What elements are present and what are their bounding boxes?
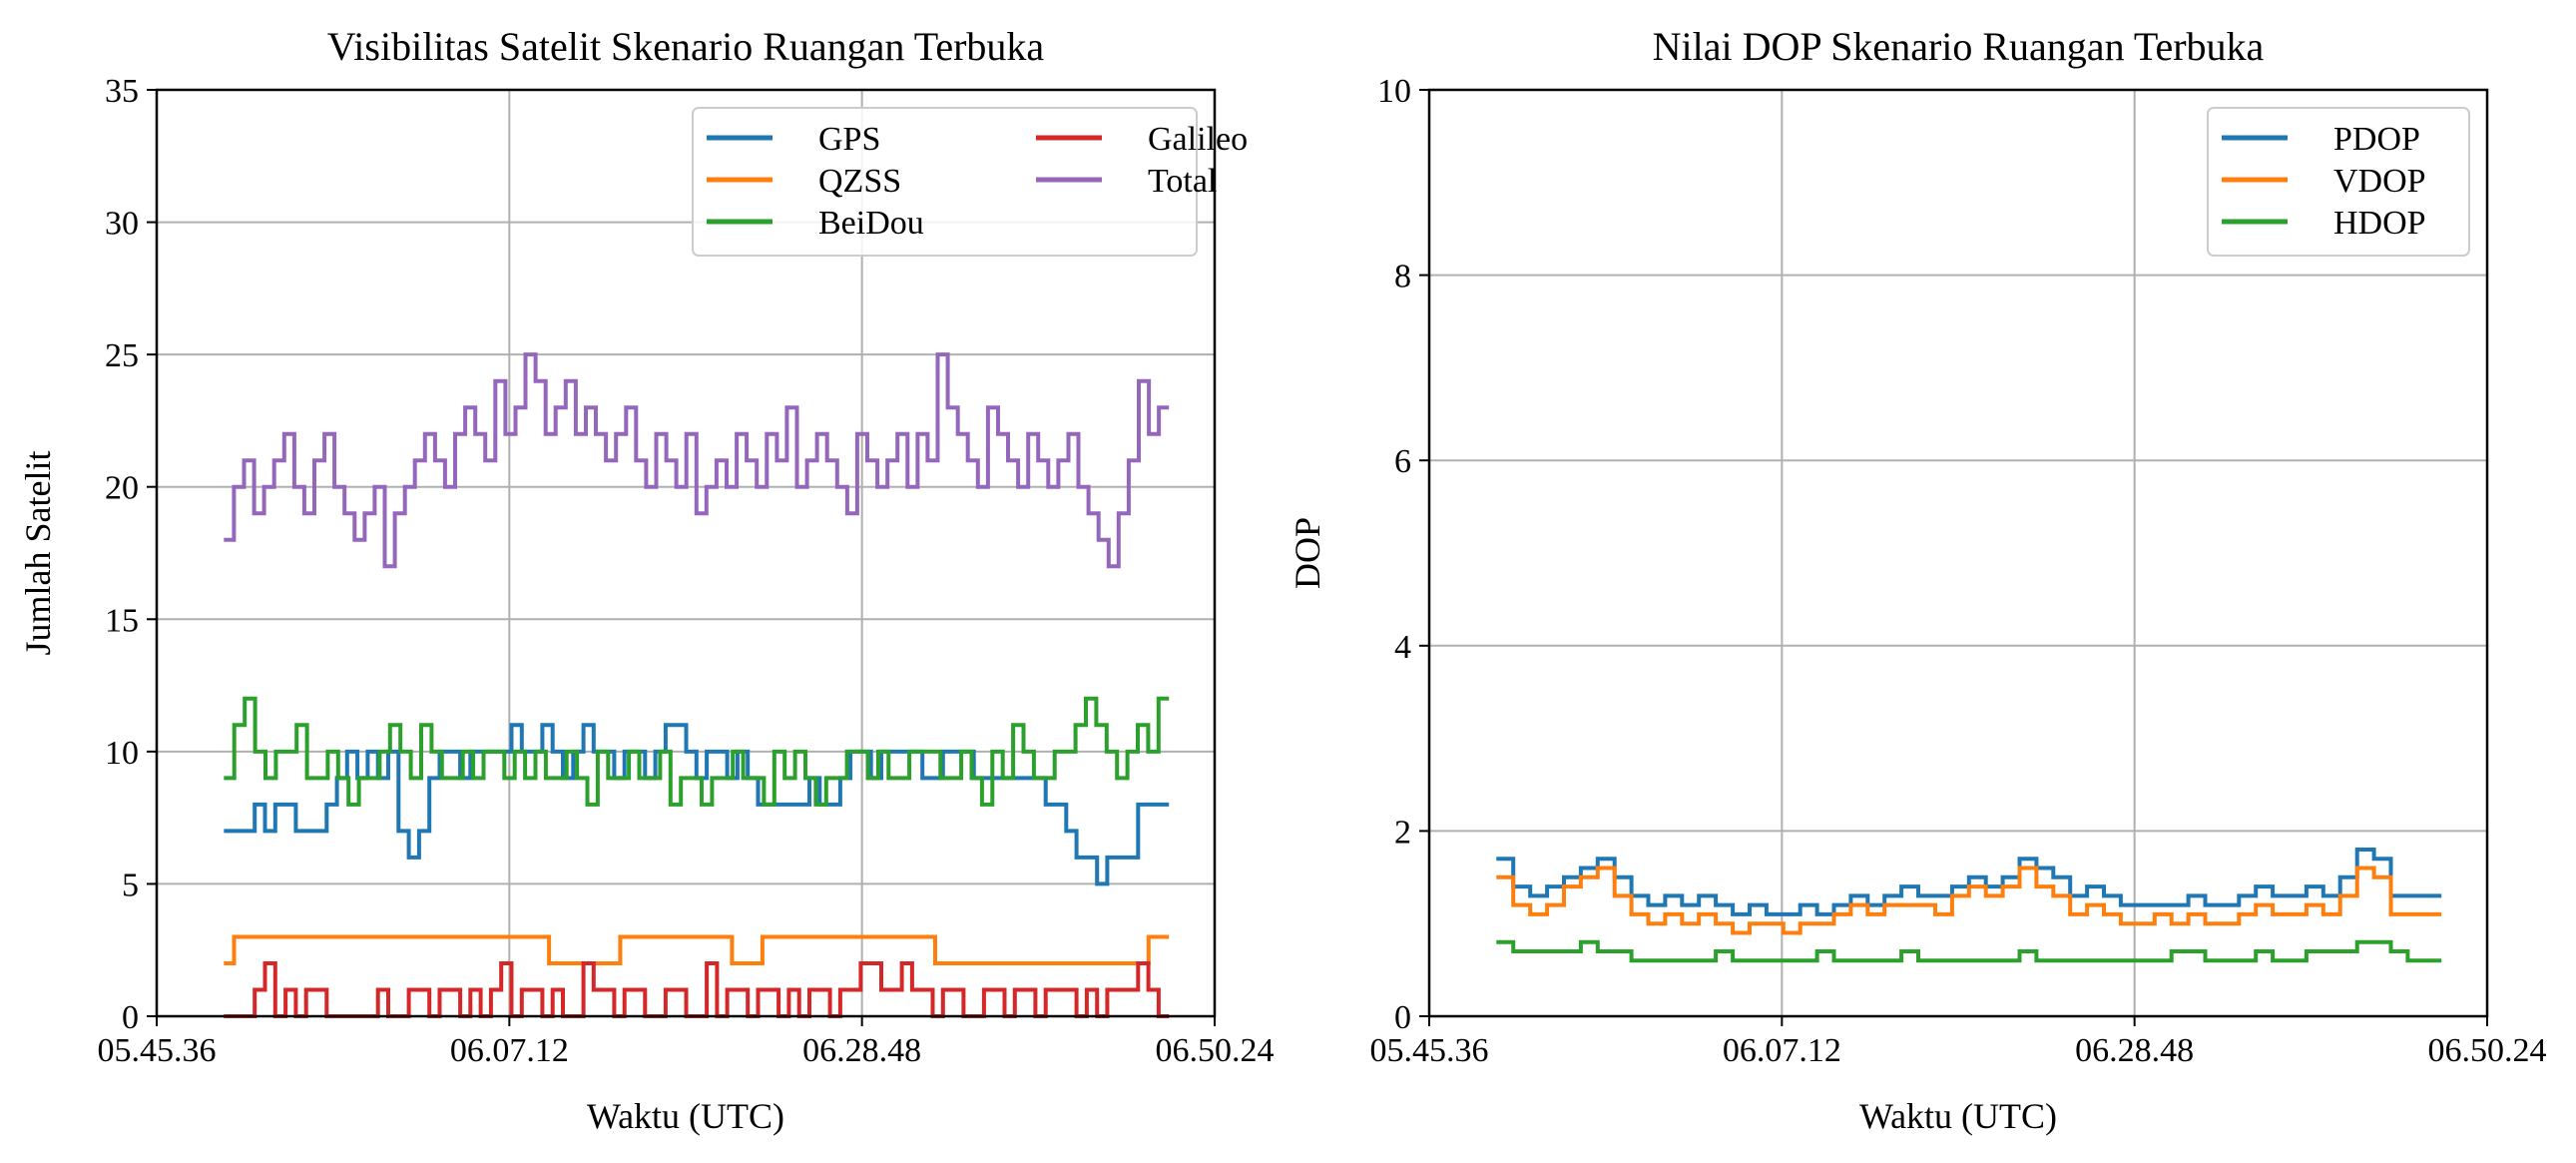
series-line-gps (224, 723, 1170, 886)
y-tick-label: 25 (105, 337, 139, 374)
series-line-vdop (1496, 866, 2442, 935)
x-tick-label: 05.45.36 (1370, 1032, 1489, 1069)
y-tick-label: 0 (1394, 999, 1411, 1036)
series-line-beidou (224, 696, 1170, 807)
legend: PDOP VDOP HDOP (2207, 107, 2470, 257)
series-line-qzss (224, 934, 1170, 965)
ticks: 05.45.36 06.07.12 06.28.48 06.50.24 0 5 10 15 20… (98, 73, 1275, 1069)
series-line-pdop (1496, 848, 2442, 916)
x-axis-label: Waktu (UTC) (1859, 1096, 2057, 1136)
x-tick-label: 06.50.24 (1156, 1032, 1275, 1069)
legend: GPS QZSS BeiDou Galileo Total (692, 107, 1248, 257)
legend-label-total: Total (1148, 163, 1217, 200)
legend-label-qzss: QZSS (818, 163, 901, 200)
y-axis-label: Jumlah Satelit (18, 451, 58, 656)
y-tick-label: 4 (1394, 629, 1411, 666)
ticks: 05.45.36 06.07.12 06.28.48 06.50.24 0 2 4 6 8 10 (1370, 73, 2547, 1069)
legend-box (2207, 107, 2470, 257)
x-tick-label: 06.28.48 (2075, 1032, 2194, 1069)
y-tick-label: 15 (105, 602, 139, 639)
y-tick-label: 0 (122, 999, 139, 1036)
x-tick-label: 05.45.36 (98, 1032, 217, 1069)
plot-frame (155, 88, 1217, 1018)
satellite-visibility-chart: 05.45.36 06.07.12 06.28.48 06.50.24 0 5 10 15 20… (18, 24, 1275, 1136)
chart-title: Nilai DOP Skenario Ruangan Terbuka (1653, 24, 2265, 69)
y-axis-label: DOP (1288, 517, 1327, 589)
dop-chart: 05.45.36 06.07.12 06.28.48 06.50.24 0 2 4 6 8 10 N… (1288, 24, 2547, 1136)
series-group (224, 352, 1170, 1018)
legend-label-gps: GPS (818, 121, 880, 158)
y-tick-label: 2 (1394, 814, 1411, 851)
legend-label-beidou: BeiDou (818, 205, 924, 242)
legend-label-vdop: VDOP (2333, 163, 2426, 200)
y-tick-label: 30 (105, 206, 139, 243)
y-tick-label: 10 (105, 735, 139, 772)
y-tick-label: 6 (1394, 443, 1411, 480)
x-tick-label: 06.07.12 (450, 1032, 569, 1069)
x-tick-label: 06.07.12 (1723, 1032, 1841, 1069)
x-tick-label: 06.28.48 (802, 1032, 921, 1069)
legend-label-galileo: Galileo (1148, 121, 1248, 158)
series-line-galileo (224, 961, 1170, 1018)
y-tick-label: 5 (122, 867, 139, 903)
legend-label-pdop: PDOP (2333, 121, 2420, 158)
series-line-hdop (1496, 939, 2442, 963)
y-tick-label: 35 (105, 73, 139, 110)
y-tick-label: 20 (105, 470, 139, 507)
series-group (1496, 848, 2442, 963)
x-axis-label: Waktu (UTC) (587, 1096, 784, 1136)
legend-box (692, 107, 1198, 257)
y-tick-label: 8 (1394, 259, 1411, 295)
chart-title: Visibilitas Satelit Skenario Ruangan Ter… (327, 24, 1045, 69)
y-tick-label: 10 (1377, 73, 1411, 110)
legend-label-hdop: HDOP (2333, 205, 2426, 242)
x-tick-label: 06.50.24 (2428, 1032, 2547, 1069)
series-line-total (224, 352, 1170, 569)
plot-frame (1427, 88, 2489, 1018)
